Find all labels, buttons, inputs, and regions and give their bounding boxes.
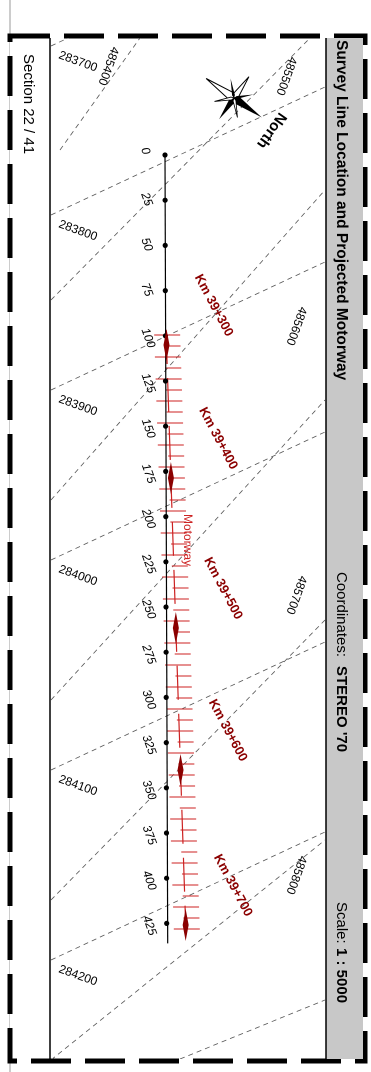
compass-rose-icon [205, 76, 262, 120]
northing-grid-line [59, 38, 141, 151]
coordinates-caption: Coordinates: [333, 572, 350, 657]
chainage-label: 50 [138, 236, 156, 254]
survey-station-point [163, 468, 169, 474]
chainage-label: 150 [139, 416, 159, 440]
northing-grid-line [51, 38, 311, 301]
km-marker-icon [172, 612, 179, 644]
survey-station-point [164, 920, 170, 927]
easting-grid-line [51, 261, 325, 391]
scale-value: 1 : 5000 [333, 948, 350, 1003]
scale-caption: Scale: [333, 902, 350, 944]
survey-station-point [163, 740, 169, 746]
header-strip [326, 38, 363, 1059]
northing-grid-line [51, 619, 325, 901]
chainage-label: 175 [139, 462, 159, 486]
coordinate-grid [51, 38, 325, 1059]
easting-grid-line [51, 641, 325, 771]
survey-station-point [164, 875, 170, 881]
survey-station-point [162, 152, 168, 158]
chainage-label: 350 [140, 778, 160, 802]
motorway-label: Motorway [181, 514, 195, 566]
chainage-label: 225 [139, 551, 159, 576]
survey-station-point [162, 288, 168, 294]
chainage-label: 125 [139, 371, 159, 395]
km-marker-icon [163, 329, 170, 361]
chainage-label: 100 [139, 326, 159, 350]
chainage-label: 375 [140, 823, 160, 847]
northing-grid-line [51, 839, 325, 1059]
km-marker-icon [167, 462, 174, 494]
projected-motorway [154, 329, 200, 936]
chainage-label: 400 [140, 868, 160, 892]
survey-station-point [162, 378, 169, 384]
km-marker-icon [177, 754, 184, 786]
section-label: Section 22 / 41 [20, 54, 37, 154]
northing-grid-line [51, 189, 325, 501]
survey-station-point [163, 604, 169, 610]
survey-station-point [163, 694, 169, 701]
northing-grid-line [179, 999, 325, 1059]
chainage-label: 275 [139, 641, 159, 666]
survey-station-point [163, 559, 169, 565]
map-title: Survey Line Location and Projected Motor… [333, 40, 350, 381]
chainage-label: 75 [138, 281, 156, 299]
survey-line-path [164, 154, 169, 944]
survey-station-point [162, 242, 168, 248]
survey-station-point [163, 423, 169, 429]
chainage-labels: 0 25 50 75 100 125 150 175 200 225 250 275 300 325 350… [138, 145, 160, 937]
survey-station-point [163, 514, 169, 520]
survey-station-point [163, 649, 169, 655]
chainage-label: 0 [138, 145, 154, 156]
chainage-label: 200 [139, 506, 159, 531]
chainage-label: 300 [139, 688, 159, 712]
easting-grid-line [51, 86, 325, 216]
km-marker-icon [182, 909, 189, 941]
survey-station-point [163, 785, 169, 791]
easting-grid-line [51, 431, 325, 561]
chainage-label: 325 [139, 733, 159, 757]
survey-station-point [162, 197, 168, 203]
north-arrow [205, 76, 262, 120]
northing-grid-line [51, 399, 325, 701]
survey-line [162, 152, 170, 944]
easting-grid-line [51, 831, 325, 961]
coordinates-value: STEREO '70 [333, 666, 350, 752]
chainage-label: 25 [138, 189, 156, 208]
chainage-label: 250 [139, 596, 159, 621]
survey-station-point [163, 830, 170, 836]
chainage-label: 425 [140, 914, 160, 938]
